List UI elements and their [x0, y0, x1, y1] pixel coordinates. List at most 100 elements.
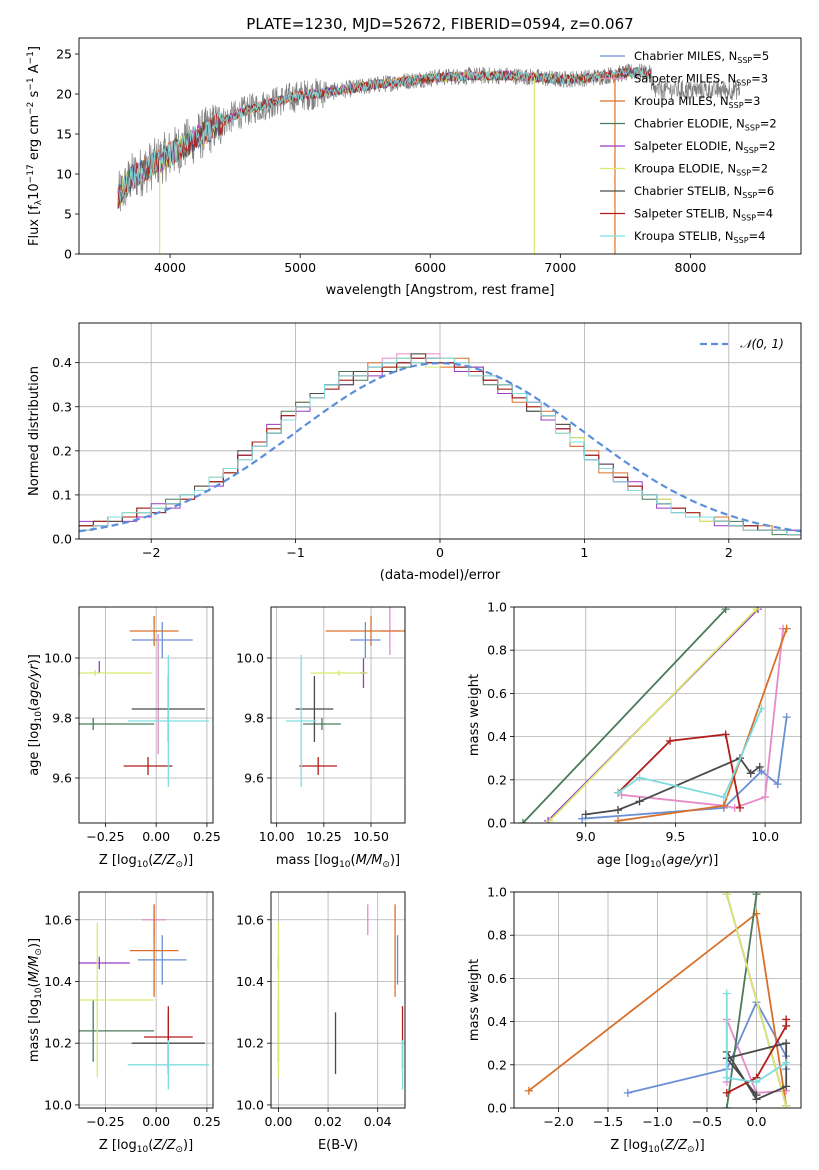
label-part: ( — [27, 706, 42, 711]
weight-marker — [752, 1078, 761, 1087]
y-tick-label: 10.6 — [44, 912, 72, 927]
y-tick-label: 10.2 — [44, 1036, 72, 1051]
axes-weight-vs-Z: −2.0 −1.5 −1.0 −0.5 0.0 0.0 0.2 0.4 0.6 0.8 1.0 Z [… — [467, 885, 802, 1155]
legend-n: =3 — [751, 72, 768, 86]
plot-area-weight-vs-Z — [524, 892, 791, 1108]
legend-sub: SSP — [741, 214, 756, 223]
axes-residuals: −2 −1 0 1 2 0.0 0.1 0.2 0.3 0.4 𝒩(0, 1) (data-model… — [27, 322, 802, 583]
x-tick-label: 0.04 — [364, 1114, 392, 1129]
weight-marker — [782, 1058, 791, 1067]
label-part: 10 — [648, 1145, 660, 1155]
label-part: ⊙ — [175, 1145, 183, 1155]
weight-marker — [761, 793, 770, 802]
legend-gauss-label: 𝒩(0, 1) — [740, 337, 784, 351]
axes-frame — [270, 606, 406, 824]
errorbar-point — [79, 670, 153, 676]
legend-model: Chabrier MILES, N — [634, 49, 737, 63]
weight-marker — [722, 892, 731, 899]
label-part: age/yr — [27, 663, 42, 706]
weight-line — [621, 628, 784, 809]
legend-entry: Salpeter ELODIE, NSSP=2 — [634, 139, 776, 155]
y-tick-label: 0.0 — [487, 1101, 507, 1116]
label-part: )] — [27, 938, 42, 948]
label-part: 10 — [34, 987, 44, 999]
y-axis-label: Flux [fλ10−17 erg cm−2 s−1 A−1] — [26, 46, 44, 246]
y-tick-label: 10 — [56, 167, 72, 182]
x-tick-label: 0.00 — [142, 1114, 170, 1129]
y-tick-label: 10.6 — [236, 912, 264, 927]
label-part: −17 — [26, 164, 36, 183]
legend-model: Salpeter STELIB, N — [634, 207, 741, 221]
label-part: ] — [27, 46, 42, 51]
x-tick-label: 10.50 — [353, 829, 389, 844]
label-part: 10 — [650, 860, 662, 870]
x-tick-label: −1.0 — [642, 1114, 672, 1129]
weight-marker — [722, 1104, 731, 1108]
label-part: ⊙ — [687, 1145, 695, 1155]
label-part: Z/Z — [664, 1138, 688, 1153]
label-part: Flux [f — [27, 205, 42, 246]
weight-marker — [721, 607, 730, 614]
y-tick-label: 15 — [56, 127, 72, 142]
y-tick-label: 9.6 — [52, 771, 72, 786]
label-part: λ — [34, 199, 44, 205]
x-tick-label: −1 — [286, 545, 304, 560]
legend-entry: Salpeter MILES, NSSP=3 — [634, 72, 768, 88]
errorbar-point — [127, 1040, 209, 1090]
label-part: ( — [351, 853, 356, 868]
y-tick-label: 10.4 — [44, 974, 72, 989]
x-tick-label: 0.0 — [747, 1114, 767, 1129]
weight-marker — [719, 793, 728, 802]
errorbar-point — [127, 655, 209, 787]
y-tick-label: 0 — [64, 247, 72, 262]
weight-marker — [614, 788, 623, 797]
errorbar-point — [286, 655, 317, 787]
y-tick-label: 0.2 — [52, 443, 72, 458]
axes-age-vs-mass: 10.00 10.25 10.50 9.6 9.8 10.0 mass [log10(M/M… — [236, 606, 406, 870]
x-axis-label: wavelength [Angstrom, rest frame] — [326, 283, 555, 298]
y-tick-label: 0.6 — [487, 971, 507, 986]
legend-model: Kroupa ELODIE, N — [634, 162, 736, 176]
axes-mass-vs-EBV: 0.00 0.02 0.04 10.0 10.2 10.4 10.6 E(B-V) — [236, 891, 406, 1153]
label-part: erg cm — [27, 115, 42, 164]
histogram-series — [79, 357, 801, 539]
label-part: (data-model)/error — [380, 568, 501, 583]
x-axis-label: Z [log10(Z/Z⊙)] — [99, 1138, 193, 1155]
label-part: age/yr — [666, 853, 709, 868]
y-tick-label: 1.0 — [487, 600, 507, 615]
label-part: )] — [27, 654, 42, 664]
x-tick-label: 0 — [436, 545, 444, 560]
legend-n: =2 — [751, 162, 768, 176]
legend-entry: Kroupa MILES, NSSP=3 — [634, 94, 760, 110]
label-part: )] — [183, 1138, 193, 1153]
label-part: −1 — [26, 77, 36, 90]
y-tick-label: 0.4 — [487, 1014, 507, 1029]
weight-line — [725, 993, 787, 1084]
legend-sub: SSP — [742, 191, 757, 200]
y-tick-label: 20 — [56, 87, 72, 102]
legend-n: =4 — [756, 207, 773, 221]
label-part: mass weight — [467, 674, 482, 756]
weight-marker — [524, 1086, 533, 1095]
label-part: 10 — [27, 183, 42, 200]
x-tick-label: 10.0 — [751, 829, 779, 844]
x-tick-label: 0.25 — [193, 829, 221, 844]
x-tick-label: 10.25 — [306, 829, 342, 844]
weight-marker — [782, 1039, 791, 1048]
y-axis-label: mass weight — [467, 674, 482, 756]
weight-marker — [635, 797, 644, 806]
label-part: Normed distribution — [27, 366, 42, 496]
label-part: Z [log — [99, 1138, 137, 1153]
errorbar-point — [131, 622, 193, 658]
weight-marker — [721, 730, 730, 739]
weight-line — [549, 608, 757, 822]
y-tick-label: 9.8 — [52, 711, 72, 726]
y-tick-label: 10.0 — [44, 651, 72, 666]
legend-n: =5 — [752, 49, 769, 63]
weight-line — [617, 733, 741, 809]
legend-sub: SSP — [736, 79, 751, 88]
x-tick-label: 0.00 — [265, 1114, 293, 1129]
y-tick-label: 10.0 — [44, 1097, 72, 1112]
